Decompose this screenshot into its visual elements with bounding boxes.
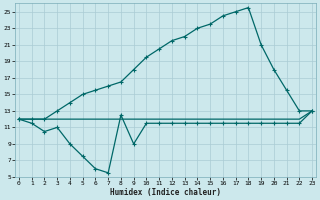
X-axis label: Humidex (Indice chaleur): Humidex (Indice chaleur) bbox=[110, 188, 221, 197]
